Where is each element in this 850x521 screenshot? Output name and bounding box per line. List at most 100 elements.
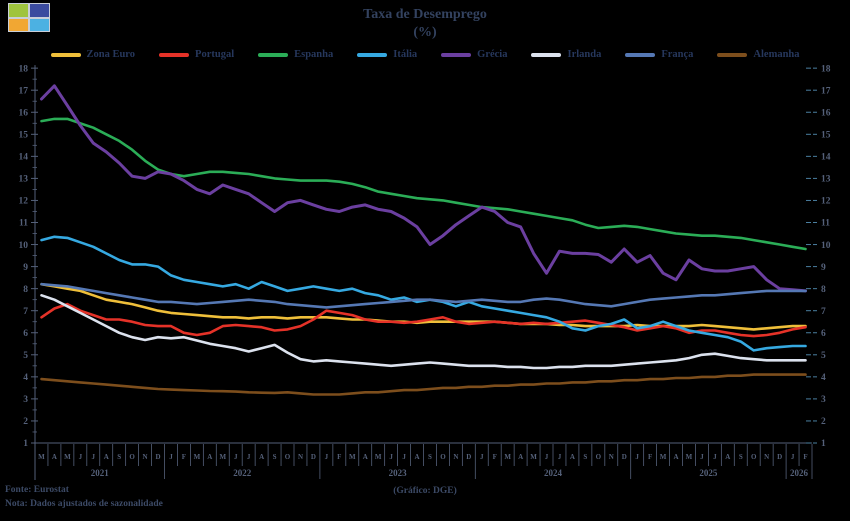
series-line-espanha	[40, 117, 807, 251]
logo-square-top-left	[9, 4, 28, 17]
x-month-label: N	[609, 453, 614, 461]
x-month-label: J	[558, 453, 562, 461]
x-month-label: A	[363, 453, 368, 461]
y-axis-label-left: 2	[23, 417, 28, 427]
legend-label: Zona Euro	[86, 49, 136, 60]
x-month-label: J	[635, 453, 639, 461]
y-axis-label-left: 16	[19, 108, 29, 118]
x-month-label: J	[402, 453, 406, 461]
x-month-label: J	[92, 453, 96, 461]
x-month-label: J	[713, 453, 717, 461]
legend-label: França	[661, 49, 694, 60]
legend-item-grécia: Grécia	[441, 49, 507, 60]
x-month-label: A	[52, 453, 57, 461]
y-axis-label-right: 16	[821, 108, 831, 118]
legend-label: Irlanda	[567, 49, 602, 60]
x-month-label: S	[583, 453, 587, 461]
x-month-label: S	[117, 453, 121, 461]
x-month-label: N	[298, 453, 303, 461]
x-month-label: O	[751, 453, 757, 461]
legend-swatch	[50, 52, 81, 57]
y-axis-label-right: 1	[821, 439, 826, 449]
x-month-label: F	[493, 453, 497, 461]
series-line-grécia	[40, 84, 807, 293]
y-axis-label-left: 3	[23, 395, 28, 405]
y-axis-label-left: 14	[19, 153, 29, 163]
x-month-label: S	[273, 453, 277, 461]
x-month-label: D	[622, 453, 627, 461]
x-month-label: M	[38, 453, 45, 461]
legend-item-espanha: Espanha	[258, 49, 333, 60]
legend-item-frança: França	[625, 49, 693, 60]
y-axis-label-left: 10	[19, 241, 29, 251]
y-axis-label-left: 4	[23, 373, 28, 383]
x-month-label: A	[725, 453, 730, 461]
x-month-label: J	[247, 453, 251, 461]
legend-swatch	[159, 52, 190, 57]
logo-square-bottom-left	[9, 18, 28, 31]
y-axis-label-right: 6	[821, 329, 826, 339]
x-month-label: D	[466, 453, 471, 461]
y-axis-label-right: 18	[821, 64, 831, 74]
y-axis-label-right: 12	[821, 197, 831, 207]
y-axis-label-left: 15	[19, 131, 29, 141]
y-axis-label-left: 1	[23, 439, 28, 449]
y-axis-label-right: 2	[821, 417, 826, 427]
x-month-label: J	[545, 453, 549, 461]
legend-item-irlanda: Irlanda	[531, 49, 601, 60]
y-axis-label-right: 3	[821, 395, 826, 405]
x-month-label: F	[337, 453, 341, 461]
y-axis-label-right: 13	[821, 175, 831, 185]
x-month-label: J	[169, 453, 173, 461]
chart-title: Taxa de Desemprego	[363, 7, 487, 22]
title-block: Taxa de Desemprego (%)	[0, 6, 850, 42]
x-month-label: A	[259, 453, 264, 461]
legend-label: Alemanha	[753, 49, 800, 60]
x-month-label: O	[440, 453, 446, 461]
x-month-label: O	[285, 453, 291, 461]
x-month-label: J	[234, 453, 238, 461]
series-line-irlanda	[40, 294, 807, 370]
y-axis-label-right: 8	[821, 285, 826, 295]
x-month-label: O	[129, 453, 135, 461]
y-axis-label-left: 8	[23, 285, 28, 295]
x-month-label: O	[596, 453, 602, 461]
legend-swatch	[625, 52, 656, 57]
x-month-label: M	[504, 453, 511, 461]
y-axis-label-left: 17	[19, 86, 29, 96]
y-axis-label-right: 9	[821, 263, 826, 273]
x-month-label: M	[530, 453, 537, 461]
y-axis-label-right: 10	[821, 241, 831, 251]
logo-square-top-right	[30, 4, 49, 17]
chart-credit: (Gráfico: DGE)	[393, 486, 457, 496]
x-month-label: M	[349, 453, 356, 461]
y-axis-label-left: 11	[19, 219, 28, 229]
series-line-portugal	[40, 302, 807, 338]
x-year-label: 2021	[91, 468, 110, 478]
x-month-label: M	[660, 453, 667, 461]
x-month-label: N	[143, 453, 148, 461]
series-line-zona-euro	[40, 282, 807, 331]
x-month-label: A	[104, 453, 109, 461]
x-month-label: A	[207, 453, 212, 461]
x-month-label: F	[803, 453, 807, 461]
x-year-label: 2024	[544, 468, 563, 478]
adjustment-note: Nota: Dados ajustados de sazonalidade	[5, 499, 163, 509]
x-month-label: M	[64, 453, 71, 461]
logo-square-bottom-right	[30, 18, 49, 31]
legend-label: Portugal	[195, 49, 235, 60]
y-axis-label-left: 18	[19, 64, 29, 74]
y-axis-label-right: 4	[821, 373, 826, 383]
x-month-label: J	[791, 453, 795, 461]
y-axis-label-right: 15	[821, 131, 831, 141]
y-axis-label-right: 5	[821, 351, 826, 361]
y-axis-label-left: 6	[23, 329, 28, 339]
x-month-label: S	[428, 453, 432, 461]
chart-area: 1 1 2 2 3 3 4 4 5 5 6 6 7 7 8 8 9 9 10 10 11 11 12 12 13 13 14 14 15…	[0, 64, 850, 494]
legend-label: Grécia	[477, 49, 508, 60]
legend-swatch	[717, 52, 748, 57]
four-squares-logo	[8, 3, 50, 32]
y-axis-label-right: 14	[821, 153, 831, 163]
